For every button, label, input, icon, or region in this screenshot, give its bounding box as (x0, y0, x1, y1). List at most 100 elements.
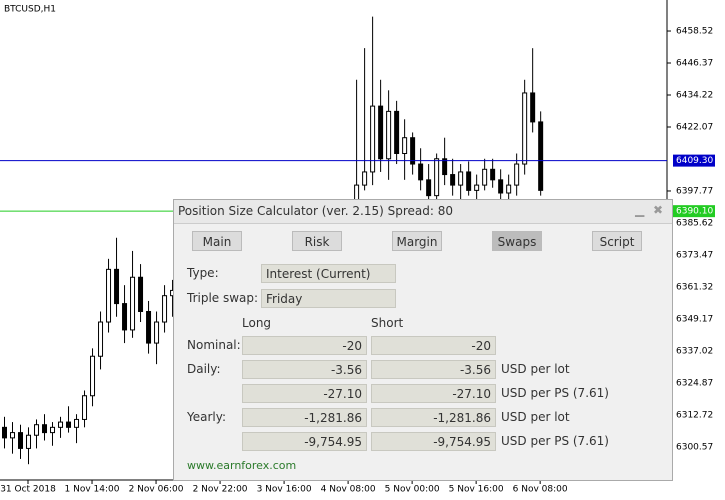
candle-body (530, 92, 536, 123)
candle-body (538, 121, 544, 191)
unit-label: USD per lot (501, 362, 570, 376)
short-value[interactable]: -20 (371, 336, 496, 355)
candle-body (2, 426, 8, 439)
candle-body (26, 434, 32, 449)
x-tick-label: 5 Nov 16:00 (449, 485, 504, 495)
tab[interactable]: Main (192, 231, 242, 251)
candle-body (74, 418, 80, 428)
x-tick-label: 2 Nov 06:00 (129, 485, 184, 495)
candle-body (378, 105, 384, 160)
close-button[interactable]: ✖ (653, 203, 664, 217)
candle-body (122, 303, 128, 331)
candle-body (58, 421, 64, 428)
candle-body (362, 171, 368, 186)
candle-body (82, 395, 88, 420)
candle-body (18, 432, 24, 449)
y-tick-label: 6300.57 (676, 442, 713, 452)
long-value[interactable]: -1,281.86 (242, 408, 367, 427)
column-header: Short (371, 316, 404, 330)
y-tick-label: 6337.02 (676, 346, 713, 356)
candle-body (98, 321, 104, 357)
triple-value[interactable]: Friday (261, 289, 396, 308)
type-label: Type: (187, 266, 219, 280)
candle-body (450, 174, 456, 186)
candle-body (466, 171, 472, 191)
short-value[interactable]: -27.10 (371, 384, 496, 403)
y-tick-label: 6458.52 (676, 27, 713, 37)
candle-body (394, 110, 400, 155)
y-tick-label: 6324.87 (676, 378, 713, 388)
y-tick-label: 6422.07 (676, 122, 713, 132)
price-level-tag (673, 205, 715, 218)
candle-body (522, 92, 528, 165)
candle-body (418, 163, 424, 181)
candle-body (114, 268, 120, 305)
y-tick-label: 6397.77 (676, 186, 713, 196)
unit-label: USD per PS (7.61) (501, 386, 609, 400)
column-header: Long (242, 316, 272, 330)
long-value[interactable]: -27.10 (242, 384, 367, 403)
candle-body (442, 158, 448, 176)
candle-body (434, 158, 440, 197)
long-value[interactable]: -20 (242, 336, 367, 355)
x-tick-label: 1 Nov 14:00 (65, 485, 120, 495)
candle-body (162, 295, 168, 323)
short-value[interactable]: -9,754.95 (371, 432, 496, 451)
x-tick-label: 6 Nov 08:00 (513, 485, 568, 495)
candle-body (482, 168, 488, 186)
candle-body (514, 163, 520, 186)
tab[interactable]: Swaps (492, 231, 542, 251)
x-tick-label: 3 Nov 16:00 (257, 485, 312, 495)
unit-label: USD per lot (501, 410, 570, 424)
candle-body (138, 276, 144, 312)
candle-body (490, 168, 496, 181)
x-tick-label: 5 Nov 00:00 (385, 485, 440, 495)
panel-title: Position Size Calculator (ver. 2.15) Spr… (178, 204, 453, 218)
candle-body (370, 105, 376, 173)
candle-body (66, 421, 72, 428)
candle-body (402, 137, 408, 155)
y-tick-label: 6361.32 (676, 282, 713, 292)
candle-body (458, 171, 464, 186)
candle-body (386, 110, 392, 160)
candle-body (506, 184, 512, 194)
tab[interactable]: Script (592, 231, 642, 251)
short-value[interactable]: -1,281.86 (371, 408, 496, 427)
candle-body (146, 310, 152, 344)
candle-body (106, 268, 112, 323)
triple-label: Triple swap: (187, 291, 259, 305)
calculator-panel: Position Size Calculator (ver. 2.15) Spr… (173, 199, 673, 481)
candle-body (50, 426, 56, 434)
candle-body (10, 432, 16, 439)
y-tick-label: 6312.72 (676, 410, 713, 420)
y-tick-label: 6434.22 (676, 90, 713, 100)
long-value[interactable]: -3.56 (242, 360, 367, 379)
short-value[interactable]: -3.56 (371, 360, 496, 379)
minimize-button[interactable]: ▁ (635, 203, 645, 217)
type-value[interactable]: Interest (Current) (261, 264, 396, 283)
candle-body (42, 424, 48, 434)
tab[interactable]: Margin (392, 231, 442, 251)
candle-body (154, 321, 160, 344)
candle-body (474, 184, 480, 191)
y-tick-label: 6349.17 (676, 314, 713, 324)
candle-body (410, 137, 416, 165)
long-value[interactable]: -9,754.95 (242, 432, 367, 451)
y-tick-label: 6373.47 (676, 250, 713, 260)
x-tick-label: 2 Nov 22:00 (193, 485, 248, 495)
symbol: BTCUSD,H1 (4, 5, 56, 15)
price-level-tag (673, 154, 715, 167)
tab[interactable]: Risk (292, 231, 342, 251)
x-tick-label: 4 Nov 08:00 (321, 485, 376, 495)
price-level-label: 6390.10 (676, 207, 713, 217)
candle-body (130, 276, 136, 331)
title-bar (174, 200, 672, 224)
unit-label: USD per PS (7.61) (501, 434, 609, 448)
row-label: Daily: (187, 362, 221, 376)
candle-body (34, 424, 40, 436)
candle-body (498, 179, 504, 194)
footer-link[interactable]: www.earnforex.com (187, 459, 297, 472)
y-tick-label: 6385.62 (676, 218, 713, 228)
